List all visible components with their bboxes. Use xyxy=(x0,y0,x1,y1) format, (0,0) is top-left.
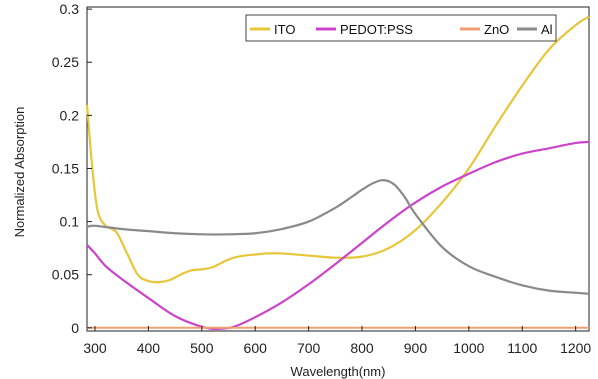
legend-label-ito: ITO xyxy=(274,22,295,37)
y-tick-label: 0.25 xyxy=(52,54,79,70)
plot-frame xyxy=(86,6,590,332)
x-axis-label: Wavelength(nm) xyxy=(291,364,386,379)
y-tick-label: 0.05 xyxy=(52,267,79,283)
x-axis: 300 400 500 600 700 800 900 1000 1100 1200 xyxy=(83,326,591,356)
y-tick-label: 0 xyxy=(71,320,79,336)
y-tick-label: 0.3 xyxy=(60,1,80,17)
legend-box xyxy=(245,14,557,42)
series-line-pedot-pss xyxy=(86,140,590,330)
legend-label-zno: ZnO xyxy=(484,22,509,37)
y-axis-label: Normalized Absorption xyxy=(12,107,27,238)
x-tick-label: 300 xyxy=(83,340,107,356)
legend: ITO PEDOT:PSS ZnO Al xyxy=(245,14,557,42)
x-tick-label: 700 xyxy=(297,340,321,356)
series-line-al xyxy=(86,179,590,295)
y-tick-label: 0.15 xyxy=(52,160,79,176)
series-layer xyxy=(85,15,590,330)
legend-label-al: Al xyxy=(541,22,553,37)
x-tick-label: 500 xyxy=(190,340,214,356)
x-tick-label: 900 xyxy=(404,340,428,356)
y-tick-label: 0.2 xyxy=(60,107,80,123)
y-axis: 0 0.05 0.1 0.15 0.2 0.25 0.3 xyxy=(52,1,92,336)
x-tick-label: 600 xyxy=(244,340,268,356)
x-tick-label: 800 xyxy=(350,340,374,356)
y-tick-label: 0.1 xyxy=(60,214,80,230)
x-tick-label: 1200 xyxy=(560,340,591,356)
x-tick-label: 1100 xyxy=(507,340,537,356)
x-tick-label: 400 xyxy=(137,340,161,356)
x-tick-label: 1000 xyxy=(453,340,484,356)
legend-label-pedot-pss: PEDOT:PSS xyxy=(340,22,413,37)
series-line-ito xyxy=(85,15,590,284)
